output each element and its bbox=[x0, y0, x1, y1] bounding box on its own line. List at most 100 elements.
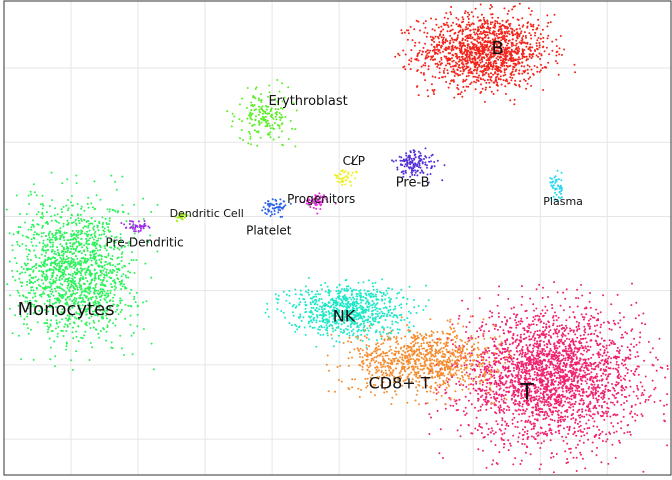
data-point bbox=[542, 348, 545, 351]
data-point bbox=[479, 19, 482, 22]
data-point bbox=[617, 366, 620, 369]
data-point bbox=[400, 361, 403, 364]
data-point bbox=[566, 458, 569, 460]
data-point bbox=[530, 84, 533, 87]
data-point bbox=[593, 333, 596, 335]
data-point bbox=[446, 337, 449, 340]
data-point bbox=[593, 325, 596, 327]
data-point bbox=[587, 324, 590, 327]
data-point bbox=[555, 328, 558, 331]
data-point bbox=[565, 362, 568, 365]
data-point bbox=[630, 369, 633, 372]
data-point bbox=[569, 385, 572, 388]
data-point bbox=[347, 387, 350, 389]
data-point bbox=[436, 45, 438, 48]
data-point bbox=[455, 23, 458, 26]
data-point bbox=[504, 358, 507, 361]
data-point bbox=[644, 398, 647, 401]
data-point bbox=[544, 388, 547, 391]
data-point bbox=[580, 399, 583, 402]
data-point bbox=[486, 55, 489, 58]
data-point bbox=[442, 457, 444, 459]
data-point bbox=[439, 369, 442, 372]
data-point bbox=[426, 384, 428, 387]
data-point bbox=[450, 24, 453, 27]
data-point bbox=[592, 395, 595, 397]
data-point bbox=[589, 306, 592, 309]
data-point bbox=[531, 378, 534, 381]
data-point bbox=[353, 348, 356, 351]
data-point bbox=[509, 370, 512, 372]
data-point bbox=[431, 353, 434, 356]
data-point bbox=[514, 340, 517, 343]
data-point bbox=[534, 315, 537, 318]
data-point bbox=[567, 432, 570, 435]
data-point bbox=[565, 389, 568, 392]
data-point bbox=[488, 58, 491, 61]
data-point bbox=[551, 362, 553, 365]
data-point bbox=[520, 285, 523, 288]
data-point bbox=[515, 347, 518, 349]
data-point bbox=[509, 385, 512, 388]
data-point bbox=[500, 437, 503, 440]
data-point bbox=[580, 388, 583, 391]
data-point bbox=[476, 29, 479, 32]
data-point bbox=[461, 348, 464, 351]
data-point bbox=[490, 55, 493, 58]
data-point bbox=[509, 326, 511, 329]
data-point bbox=[530, 423, 533, 426]
data-point bbox=[559, 304, 562, 307]
data-point bbox=[513, 103, 516, 106]
data-point bbox=[460, 364, 463, 367]
data-point bbox=[509, 317, 512, 320]
data-point bbox=[478, 387, 481, 390]
data-point bbox=[453, 38, 456, 41]
data-point bbox=[479, 329, 482, 332]
data-point bbox=[552, 411, 554, 414]
data-point bbox=[495, 393, 498, 396]
data-point bbox=[441, 40, 444, 42]
data-point bbox=[476, 346, 479, 349]
data-point bbox=[558, 432, 561, 435]
data-point bbox=[549, 370, 552, 373]
data-point bbox=[519, 333, 522, 336]
data-point bbox=[425, 337, 428, 339]
data-point bbox=[574, 373, 576, 376]
data-point bbox=[576, 422, 579, 425]
data-point bbox=[418, 384, 421, 387]
data-point bbox=[606, 406, 609, 409]
data-point bbox=[545, 333, 548, 336]
data-point bbox=[512, 334, 515, 337]
data-point bbox=[589, 393, 591, 396]
data-point bbox=[452, 79, 455, 82]
data-point bbox=[412, 345, 415, 348]
data-point bbox=[451, 65, 454, 68]
data-point bbox=[558, 53, 561, 56]
data-point bbox=[424, 79, 427, 82]
data-point bbox=[469, 37, 472, 40]
data-point bbox=[503, 71, 506, 74]
data-point bbox=[431, 75, 434, 78]
data-point bbox=[580, 342, 583, 344]
data-point bbox=[566, 408, 569, 411]
data-point bbox=[489, 51, 492, 54]
data-point bbox=[426, 366, 429, 369]
data-point bbox=[465, 412, 468, 415]
data-point bbox=[507, 26, 510, 29]
data-point bbox=[535, 44, 538, 47]
data-point bbox=[585, 374, 587, 376]
data-point bbox=[435, 360, 438, 363]
data-point bbox=[443, 16, 446, 19]
data-point bbox=[622, 387, 625, 390]
data-point bbox=[658, 337, 661, 340]
data-point bbox=[664, 420, 666, 423]
data-point bbox=[552, 351, 555, 354]
data-point bbox=[604, 388, 607, 391]
data-point bbox=[534, 363, 537, 365]
data-point bbox=[470, 335, 473, 337]
data-point bbox=[491, 311, 494, 314]
data-point bbox=[664, 376, 667, 379]
data-point bbox=[494, 431, 497, 434]
data-point bbox=[528, 360, 530, 363]
